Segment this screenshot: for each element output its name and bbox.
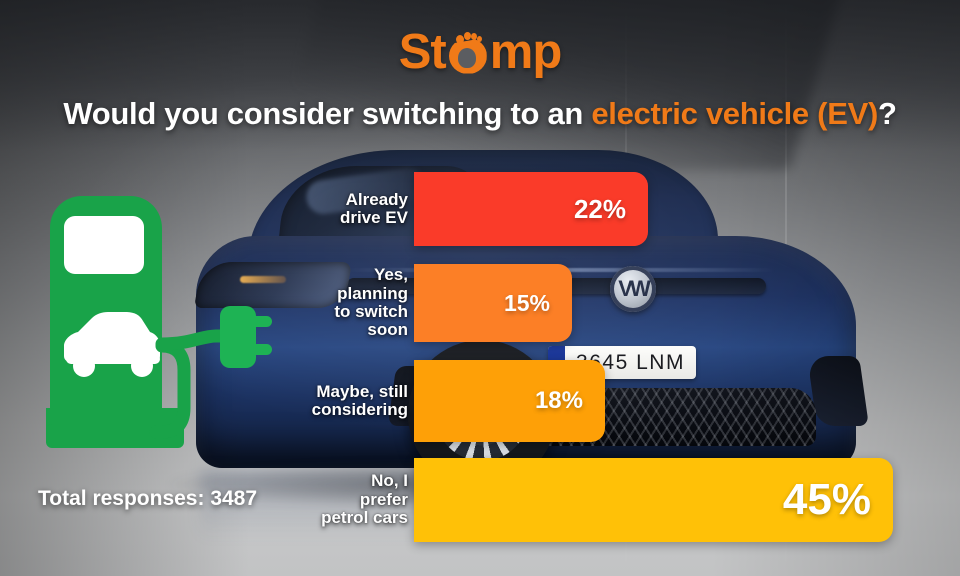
top-scrim	[0, 0, 960, 150]
bar-already-drive-ev: 22%	[414, 172, 648, 246]
vw-badge-icon: VW	[610, 266, 656, 312]
footprint-icon	[447, 31, 489, 74]
bar-value: 18%	[534, 387, 583, 414]
bar-prefer-petrol: 45%	[414, 458, 893, 542]
poll-bar-chart: Already drive EV 22% Yes, planning to sw…	[0, 164, 960, 546]
bar-label: Yes, planning to switch soon	[334, 265, 408, 340]
bar-track: 18%	[414, 360, 960, 442]
bar-label: Maybe, still considering	[311, 381, 408, 419]
total-responses: Total responses: 3487	[38, 487, 258, 510]
bar-value: 15%	[503, 289, 550, 316]
brand-logo-text-before: St	[398, 25, 447, 79]
headlight-amber-strip	[240, 276, 286, 283]
brand-logo-text: St mp	[399, 28, 562, 77]
brand-logo-text-after: mp	[489, 25, 562, 79]
headline-part-1: Would you consider switching to an	[63, 96, 592, 131]
bar-track: 15%	[414, 264, 960, 342]
bar-label: Already drive EV	[339, 189, 408, 227]
chart-row: Yes, planning to switch soon 15%	[0, 264, 960, 342]
bar-label: No, I prefer petrol cars	[321, 471, 408, 528]
headline-accent: electric vehicle (EV)	[591, 96, 878, 131]
chart-row: Already drive EV 22%	[0, 172, 960, 246]
bar-planning-to-switch: 15%	[414, 264, 572, 342]
ev-charging-station-icon	[44, 194, 274, 450]
bar-value: 45%	[782, 475, 871, 524]
brand-logo: St mp	[0, 28, 960, 77]
chart-row: Maybe, still considering 18%	[0, 360, 960, 442]
bar-track: 45%	[414, 458, 960, 542]
bar-track: 22%	[414, 172, 960, 246]
chart-row: No, I prefer petrol cars 45%	[0, 458, 960, 542]
page-title: Would you consider switching to an elect…	[0, 96, 960, 132]
headline-part-2: ?	[878, 96, 897, 131]
bar-maybe-considering: 18%	[414, 360, 605, 442]
bar-value: 22%	[573, 193, 626, 224]
